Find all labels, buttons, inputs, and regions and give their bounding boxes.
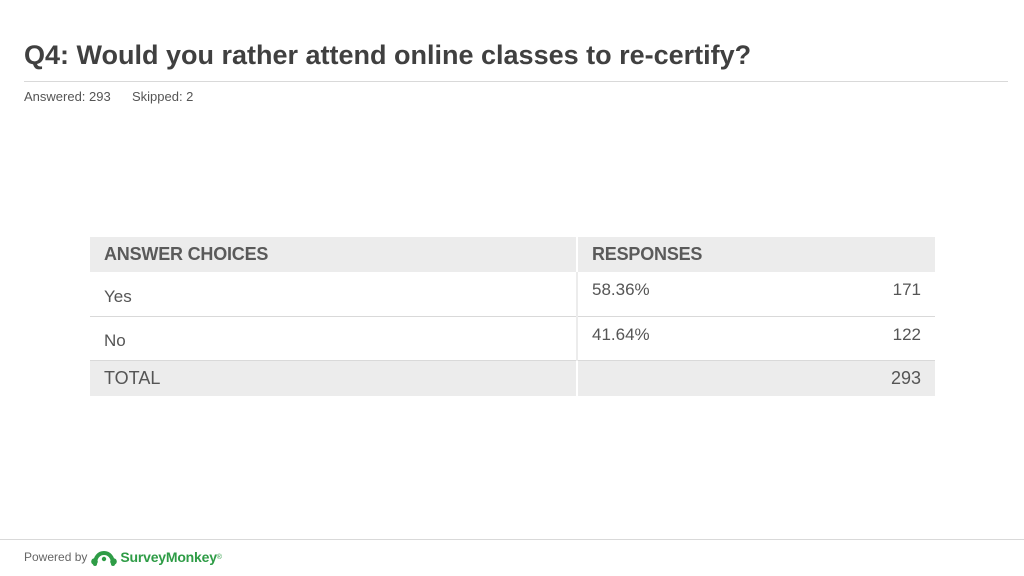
trademark-symbol: ® bbox=[216, 553, 222, 561]
answer-choice-yes: Yes bbox=[90, 272, 578, 316]
footer: Powered by SurveyMonkey ® bbox=[24, 548, 222, 566]
results-table: ANSWER CHOICES RESPONSES Yes 58.36% 171 … bbox=[90, 237, 935, 396]
answered-count: Answered: 293 bbox=[24, 89, 111, 104]
answer-choice-no: No bbox=[90, 316, 578, 360]
response-percent: 58.36% bbox=[592, 280, 650, 299]
powered-by-label: Powered by bbox=[24, 550, 88, 564]
surveymonkey-logo-icon bbox=[91, 548, 118, 566]
total-label: TOTAL bbox=[90, 360, 578, 396]
response-stats: Answered: 293 Skipped: 2 bbox=[24, 89, 193, 104]
responses-header: RESPONSES bbox=[592, 244, 703, 264]
response-count: 171 bbox=[892, 280, 921, 299]
total-count: 293 bbox=[890, 367, 921, 388]
answer-choices-header: ANSWER CHOICES bbox=[90, 237, 578, 272]
response-cell: 58.36% 171 bbox=[577, 272, 935, 316]
table-row: No 41.64% 122 bbox=[90, 316, 935, 360]
response-percent: 41.64% bbox=[592, 324, 650, 344]
response-count: 122 bbox=[892, 324, 921, 344]
response-cell: 41.64% 122 bbox=[577, 316, 935, 360]
surveymonkey-brand: SurveyMonkey bbox=[120, 549, 217, 565]
question-title: Q4: Would you rather attend online class… bbox=[24, 40, 752, 70]
total-row: TOTAL 293 bbox=[90, 360, 935, 396]
skipped-count: Skipped: 2 bbox=[131, 89, 194, 104]
table-header-row: ANSWER CHOICES RESPONSES bbox=[90, 237, 935, 272]
table-row: Yes 58.36% 171 bbox=[90, 272, 935, 316]
footer-divider bbox=[0, 539, 1024, 540]
title-divider bbox=[24, 81, 1008, 82]
